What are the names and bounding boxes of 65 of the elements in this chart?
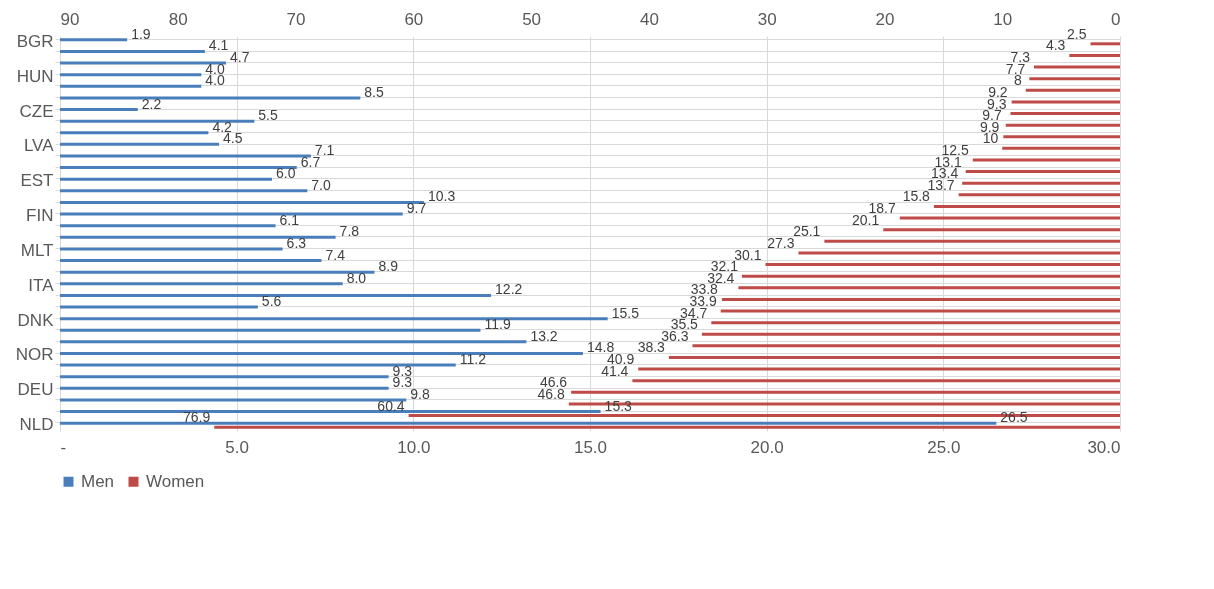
y-tick-label: HUN xyxy=(16,66,54,86)
x-tick-label: 20.0 xyxy=(750,437,784,457)
x2-tick-label: 30 xyxy=(757,9,777,29)
data-label: 13.2 xyxy=(530,327,558,344)
x2-tick-label: 20 xyxy=(875,9,895,29)
legend-label: Women xyxy=(146,471,205,491)
x-tick-label: 5.0 xyxy=(225,437,249,457)
data-label: 4.1 xyxy=(208,37,229,54)
y-tick-label: ITA xyxy=(28,275,55,295)
data-label: 25.1 xyxy=(793,223,821,240)
data-label: 15.5 xyxy=(611,304,640,321)
data-label: 30.1 xyxy=(734,246,762,263)
data-label: 4.7 xyxy=(230,49,250,66)
y-tick-label: EST xyxy=(20,171,54,191)
data-label: 60.4 xyxy=(377,397,405,414)
data-label: 2.2 xyxy=(141,95,162,112)
y-tick-label: NLD xyxy=(19,415,54,435)
y-tick-label: CZE xyxy=(19,101,54,121)
data-label: 6.1 xyxy=(279,211,300,228)
legend-label: Men xyxy=(81,471,115,491)
x2-tick-label: 0 xyxy=(1111,9,1121,29)
data-label: 7.4 xyxy=(325,246,346,263)
x2-tick-label: 40 xyxy=(639,9,659,29)
x2-tick-label: 70 xyxy=(286,9,306,29)
data-label: 11.9 xyxy=(484,316,511,333)
x-tick-label: 25.0 xyxy=(927,437,961,457)
data-label: 4.3 xyxy=(1045,37,1066,54)
data-label: 8.0 xyxy=(346,269,367,286)
data-label: 6.0 xyxy=(276,165,296,182)
data-label: 9.8 xyxy=(410,385,430,402)
data-label: 15.8 xyxy=(902,188,931,205)
data-label: 5.5 xyxy=(258,107,279,124)
data-label: 6.3 xyxy=(286,234,307,251)
data-label: 12.2 xyxy=(495,281,523,298)
y-tick-label: FIN xyxy=(26,206,54,226)
data-label: 7.1 xyxy=(314,141,335,158)
x-tick-label: 30.0 xyxy=(1087,437,1121,457)
data-label: 11.2 xyxy=(459,351,487,368)
x2-tick-label: 80 xyxy=(168,9,188,29)
data-label: 1.9 xyxy=(131,25,151,42)
y-tick-label: DNK xyxy=(17,310,55,330)
y-tick-label: LVA xyxy=(23,136,55,156)
data-label: 9.2 xyxy=(988,83,1008,100)
x-tick-label: 15.0 xyxy=(573,437,608,457)
x2-tick-label: 50 xyxy=(522,9,542,29)
y-tick-label: MLT xyxy=(20,240,54,260)
x-tick-label: 10.0 xyxy=(397,437,431,457)
y-tick-label: DEU xyxy=(17,380,54,400)
y-tick-label: BGR xyxy=(16,31,54,51)
x-tick-label: - xyxy=(60,437,67,457)
data-label: 9.7 xyxy=(406,200,427,217)
x2-tick-label: 10 xyxy=(993,9,1013,29)
x2-tick-label: 90 xyxy=(60,9,80,29)
data-label: 7.0 xyxy=(311,176,332,193)
data-label: 2.5 xyxy=(1067,25,1087,42)
data-label: 12.5 xyxy=(941,141,969,158)
x2-tick-label: 60 xyxy=(404,9,424,29)
data-label: 27.3 xyxy=(767,234,795,251)
data-label: 8.5 xyxy=(364,83,385,100)
data-label: 7.8 xyxy=(339,223,360,240)
data-label: 76.9 xyxy=(183,409,211,426)
data-label: 10.3 xyxy=(427,188,456,205)
data-label: 8.9 xyxy=(378,258,399,275)
data-label: 5.6 xyxy=(261,293,282,310)
y-tick-label: NOR xyxy=(15,345,54,365)
